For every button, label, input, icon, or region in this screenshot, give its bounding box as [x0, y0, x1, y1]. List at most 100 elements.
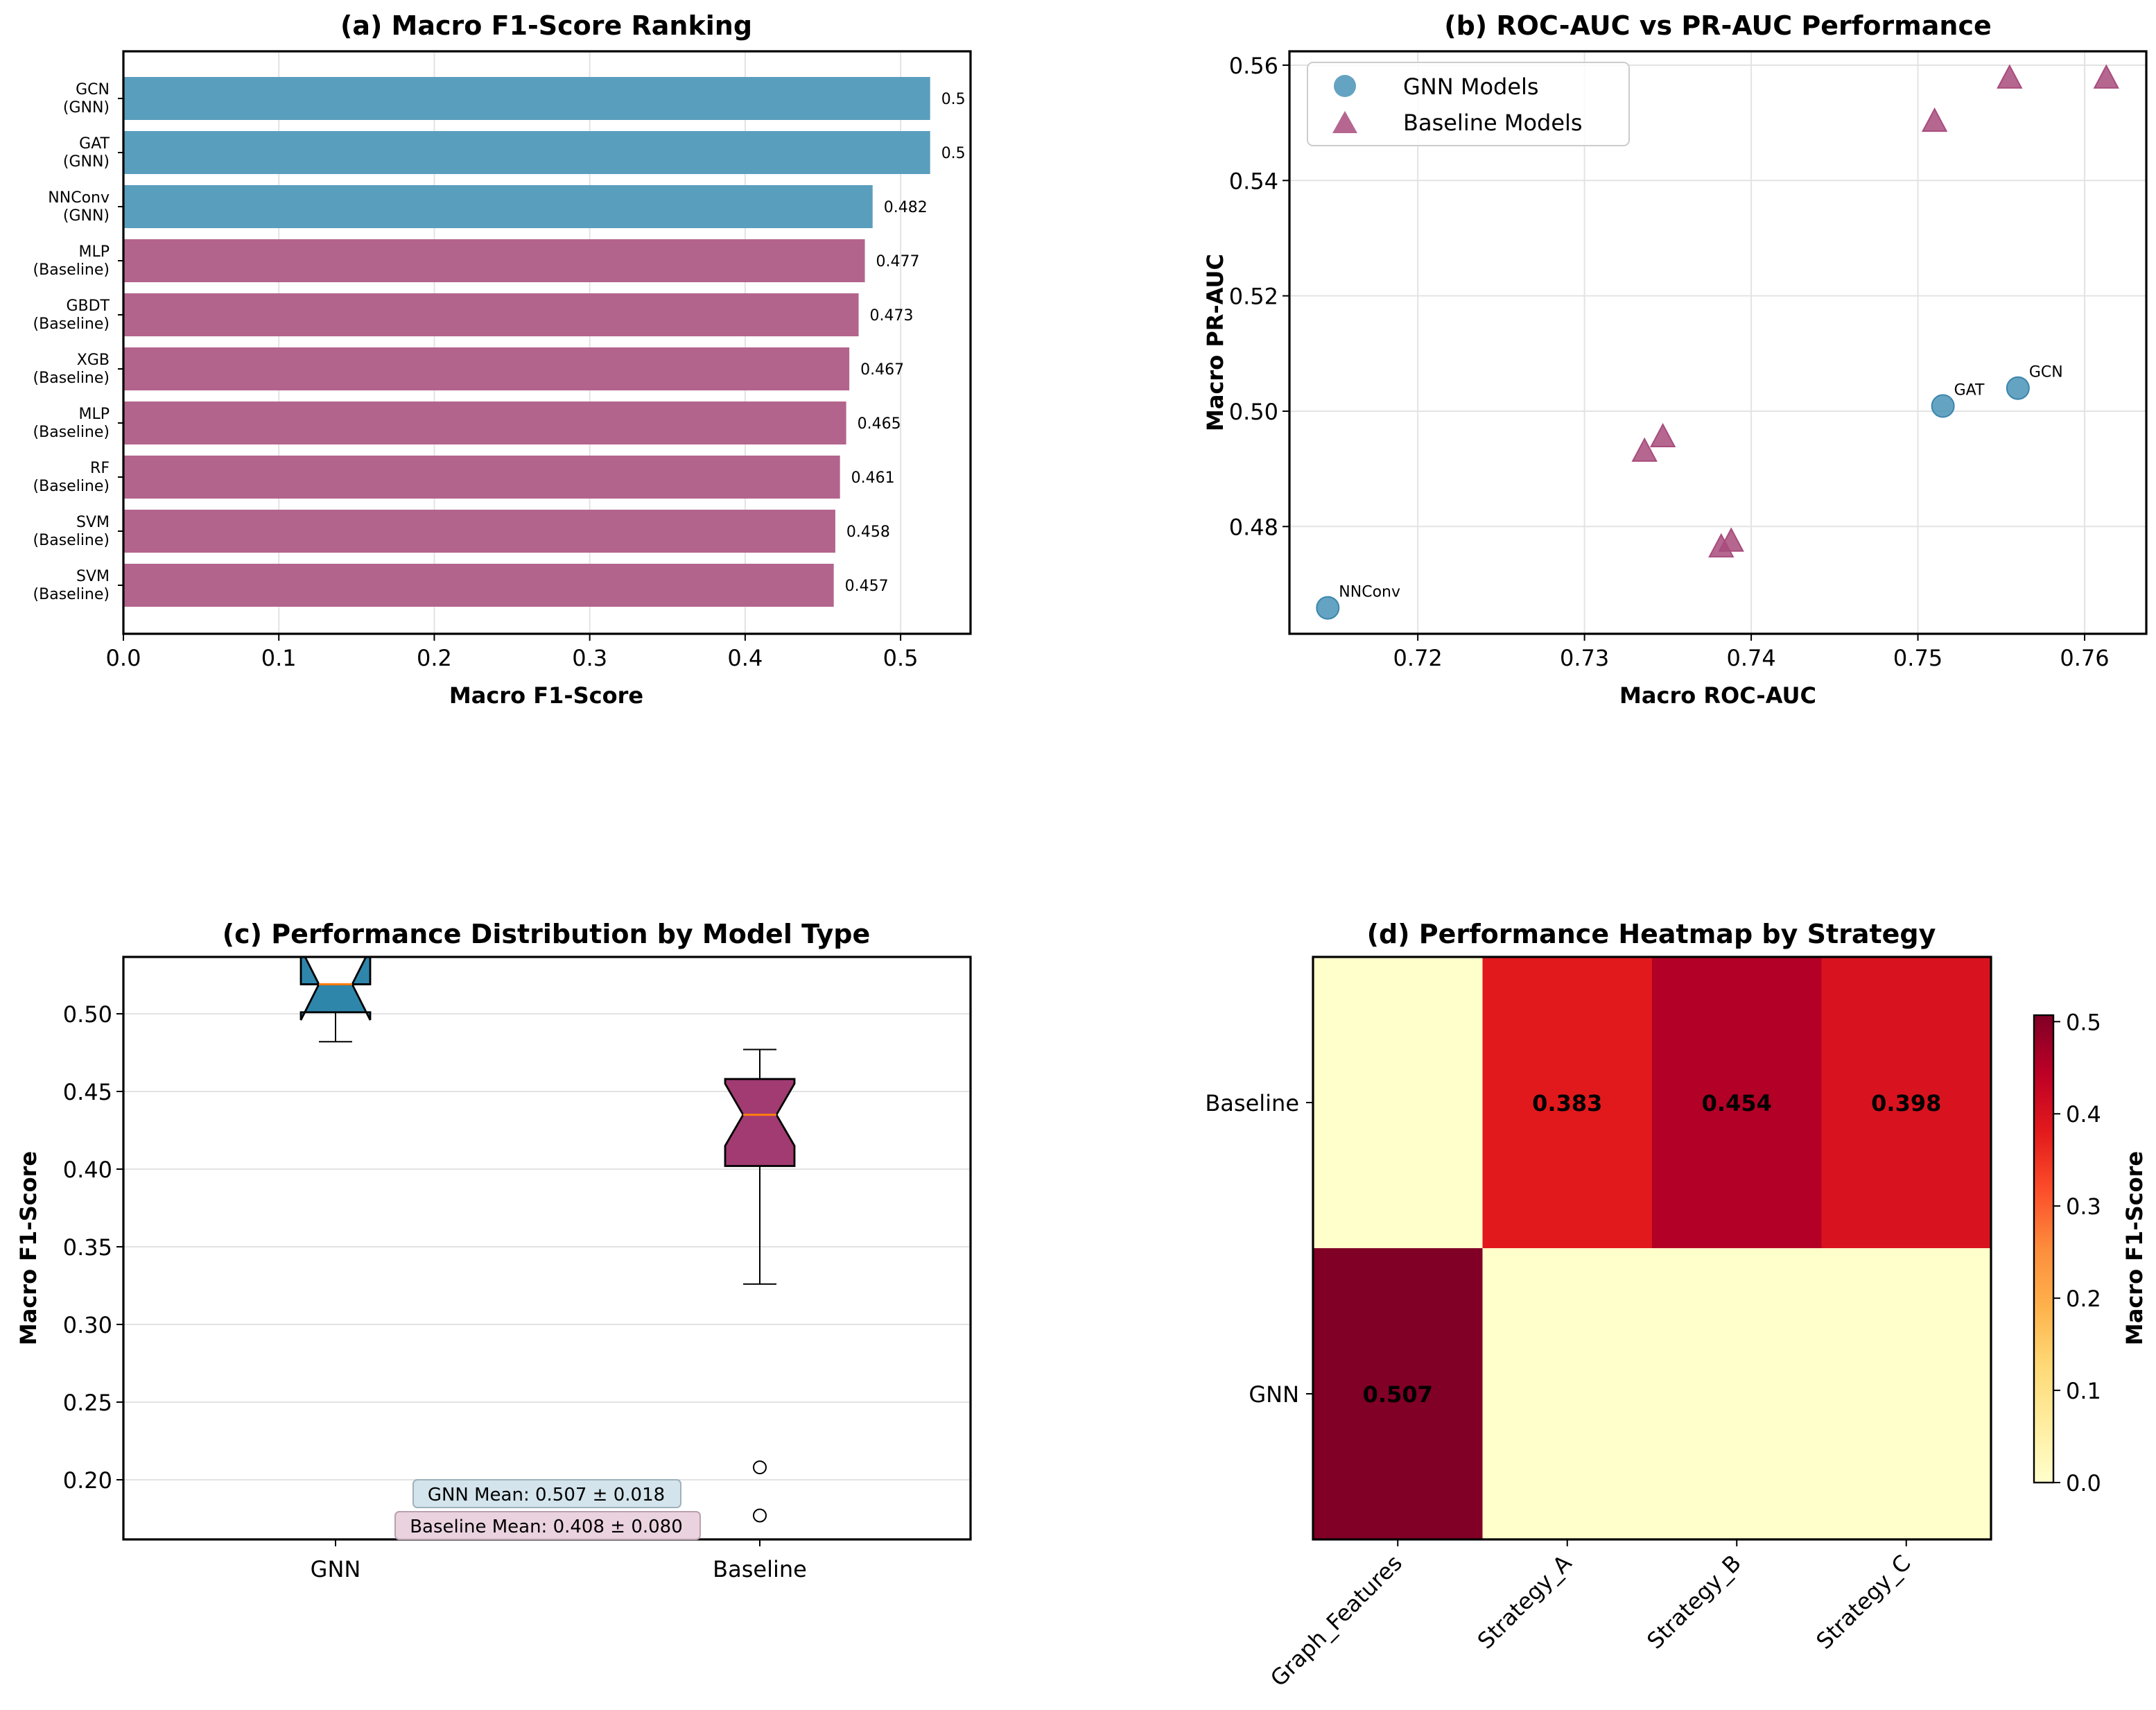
gnn-mean-text: GNN Mean: 0.507 ± 0.018: [428, 1485, 665, 1505]
bar-value-label: 0.482: [884, 199, 928, 216]
bar: [123, 239, 865, 282]
x-tick-label: 0.74: [1726, 645, 1775, 671]
bar-value-label: 0.461: [851, 469, 895, 487]
panel-b-ylabel: Macro PR-AUC: [1202, 254, 1228, 431]
baseline-point: [1649, 422, 1676, 448]
y-tick-label-name: GBDT: [66, 297, 110, 315]
y-tick-label: GNN: [1249, 1381, 1299, 1408]
x-tick-label: GNN: [311, 1556, 361, 1582]
bar-value-label: 0.467: [860, 361, 904, 379]
baseline-point: [1631, 437, 1658, 462]
x-tick-label: 0.4: [727, 645, 763, 671]
x-tick-label: 0.3: [572, 645, 607, 671]
y-tick-label-group: (Baseline): [33, 532, 110, 549]
bar-value-label: 0.5: [941, 91, 966, 108]
point-label: GCN: [2029, 364, 2063, 381]
panel-a: (a) Macro F1-Score Ranking 0.0 0.1 0.2 0.3 0…: [33, 10, 972, 709]
y-tick-label-group: (GNN): [63, 153, 110, 171]
panel-a-xlabel: Macro F1-Score: [449, 682, 643, 709]
panel-d: (d) Performance Heatmap by Strategy 0.38…: [1205, 919, 2148, 1692]
gnn-point: [1316, 596, 1340, 620]
box: [724, 1078, 796, 1167]
y-tick-label: 0.30: [63, 1312, 112, 1338]
y-tick-label-group: (Baseline): [33, 316, 110, 333]
legend-circle-icon: [1334, 75, 1356, 97]
legend-label-baseline: Baseline Models: [1403, 110, 1583, 136]
heatmap-cell: [1652, 957, 1823, 1249]
baseline-point: [1718, 527, 1744, 552]
bar: [123, 564, 834, 607]
boxplot-group: [299, 957, 796, 1523]
y-tick-label-name: GAT: [79, 135, 110, 153]
x-tick-label: 0.1: [261, 645, 297, 671]
panel-c-ylabel: Macro F1-Score: [15, 1151, 42, 1345]
x-tick-label: Strategy_B: [1642, 1550, 1746, 1655]
panel-a-title: (a) Macro F1-Score Ranking: [340, 10, 752, 41]
panel-d-axes: [1312, 956, 1992, 1541]
colorbar-tick-label: 0.3: [2066, 1193, 2101, 1220]
heatmap-cell: [1821, 1248, 1992, 1540]
colorbar-tick-label: 0.0: [2066, 1470, 2101, 1496]
heatmap-cell: [1652, 1248, 1823, 1540]
colorbar: [2033, 1014, 2055, 1484]
baseline-point: [1921, 107, 1948, 132]
gnn-mean-annotation: GNN Mean: 0.507 ± 0.018: [412, 1479, 681, 1508]
x-tick-label: Graph_Features: [1265, 1550, 1407, 1692]
y-tick-label-name: MLP: [78, 406, 110, 423]
y-tick-label: 0.40: [63, 1157, 112, 1183]
heatmap-cell: [1482, 1248, 1653, 1540]
gnn-point: [2006, 376, 2030, 400]
y-tick-label-name: RF: [90, 460, 110, 477]
baseline-point: [1997, 64, 2023, 89]
heatmap-cell: [1821, 957, 1992, 1249]
panel-b-axes: [1288, 50, 2148, 635]
y-tick-label-group: (Baseline): [33, 370, 110, 387]
x-tick-label: Strategy_C: [1811, 1550, 1915, 1655]
heatmap-cell: [1313, 1248, 1484, 1540]
y-tick-label-group: (Baseline): [33, 424, 110, 441]
heatmap-cell: [1313, 957, 1484, 1249]
y-tick-label-group: (Baseline): [33, 478, 110, 495]
y-tick-label: 0.20: [63, 1467, 112, 1494]
y-tick-label-group: (Baseline): [33, 586, 110, 603]
y-tick-label: Baseline: [1205, 1090, 1299, 1116]
panel-c-title: (c) Performance Distribution by Model Ty…: [223, 919, 871, 949]
y-tick-label: 0.25: [63, 1390, 112, 1416]
bar: [123, 456, 840, 499]
x-tick-label: Baseline: [713, 1556, 807, 1582]
x-tick-label: 0.72: [1393, 645, 1443, 671]
bar-value-label: 0.457: [845, 578, 889, 595]
bar-value-label: 0.458: [846, 524, 890, 541]
colorbar-tick-label: 0.5: [2066, 1009, 2101, 1035]
x-tick-label: Strategy_A: [1472, 1550, 1577, 1655]
gnn-point: [1931, 394, 1955, 418]
cell-value-label: 0.398: [1871, 1090, 1941, 1116]
point-label: GAT: [1954, 381, 1985, 399]
cell-value-label: 0.507: [1363, 1381, 1433, 1408]
baseline-mean-annotation: Baseline Mean: 0.408 ± 0.080: [394, 1511, 701, 1540]
bar-value-label: 0.473: [870, 307, 914, 325]
y-tick-label: 0.45: [63, 1079, 112, 1105]
y-tick-label-name: MLP: [78, 243, 110, 261]
y-tick-label-name: GCN: [76, 81, 110, 98]
cell-value-label: 0.454: [1702, 1090, 1772, 1116]
colorbar-tick-label: 0.4: [2066, 1101, 2101, 1128]
y-tick-label: 0.35: [63, 1234, 112, 1261]
bar: [123, 185, 873, 228]
x-tick-label: 0.75: [1893, 645, 1942, 671]
legend-label-gnn: GNN Models: [1403, 74, 1539, 100]
box: [299, 957, 372, 1021]
panel-b-xlabel: Macro ROC-AUC: [1619, 682, 1816, 709]
y-tick-label-name: SVM: [76, 514, 110, 531]
cell-value-label: 0.383: [1532, 1090, 1602, 1116]
y-tick-label: 0.52: [1229, 284, 1278, 310]
y-tick-label-group: (GNN): [63, 207, 110, 225]
bar: [123, 347, 850, 390]
bar: [123, 510, 835, 553]
colorbar-label: Macro F1-Score: [2121, 1151, 2148, 1345]
x-tick-label: 0.5: [883, 645, 919, 671]
x-tick-label: 0.76: [2060, 645, 2109, 671]
bar-value-label: 0.5: [941, 145, 966, 162]
panel-c-axes: [122, 956, 972, 1541]
